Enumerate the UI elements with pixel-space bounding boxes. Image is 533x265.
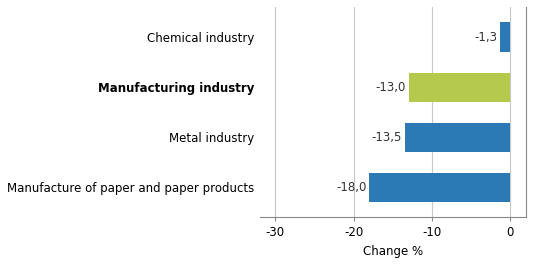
Text: -1,3: -1,3 — [474, 30, 497, 43]
Bar — [405, 123, 511, 152]
X-axis label: Change %: Change % — [363, 245, 423, 258]
Bar — [500, 23, 511, 52]
Text: -13,0: -13,0 — [375, 81, 406, 94]
Bar — [409, 73, 511, 102]
Text: -18,0: -18,0 — [336, 181, 366, 194]
Text: -13,5: -13,5 — [371, 131, 401, 144]
Bar — [369, 173, 511, 202]
